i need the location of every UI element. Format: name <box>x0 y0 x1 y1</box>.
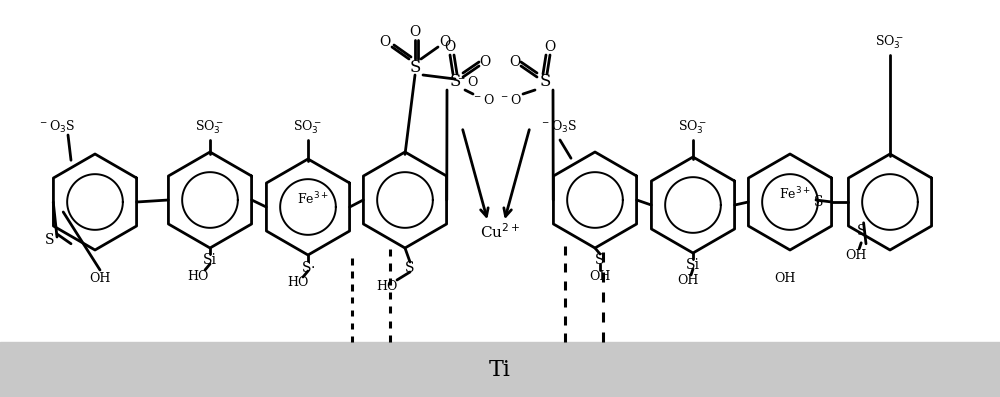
Text: OH: OH <box>677 274 699 287</box>
Text: O: O <box>444 40 456 54</box>
Text: O: O <box>379 35 391 49</box>
Text: O: O <box>439 35 451 49</box>
Text: SO$_3^-$: SO$_3^-$ <box>195 118 225 136</box>
Text: S: S <box>856 224 866 238</box>
Text: Fe$^{3+}$: Fe$^{3+}$ <box>297 191 329 207</box>
Text: HO: HO <box>187 270 209 283</box>
Text: OH: OH <box>589 270 611 283</box>
Bar <box>0 342 1000 397</box>
Text: O: O <box>544 40 556 54</box>
Text: S: S <box>405 261 415 275</box>
Text: S: S <box>814 195 824 209</box>
Text: S: S <box>539 73 551 91</box>
Text: $^-$O: $^-$O <box>472 93 494 107</box>
Text: O: O <box>479 55 491 69</box>
Text: SO$_3^-$: SO$_3^-$ <box>293 118 323 136</box>
Text: SO$_3^-$: SO$_3^-$ <box>875 33 905 51</box>
Text: Ti: Ti <box>489 359 511 381</box>
Text: SO$_3^-$: SO$_3^-$ <box>678 118 708 136</box>
Text: Si: Si <box>686 258 700 272</box>
Text: OH: OH <box>774 272 796 285</box>
Text: O: O <box>509 55 521 69</box>
Text: Si: Si <box>203 253 217 267</box>
Text: Fe$^{3+}$: Fe$^{3+}$ <box>779 186 811 202</box>
Text: HO: HO <box>287 276 309 289</box>
Text: $^-$O: $^-$O <box>456 75 478 89</box>
Text: $^-$O$_3$S: $^-$O$_3$S <box>38 119 75 135</box>
Text: OH: OH <box>89 272 111 285</box>
Text: HO: HO <box>376 279 398 293</box>
Text: S: S <box>449 73 461 91</box>
Text: S$\cdot$: S$\cdot$ <box>301 260 315 274</box>
Text: $^-$O$_3$S: $^-$O$_3$S <box>540 119 577 135</box>
Text: S: S <box>45 233 55 247</box>
Text: O: O <box>409 25 421 39</box>
Text: Cu$^{2+}$: Cu$^{2+}$ <box>480 223 520 241</box>
Text: S: S <box>409 58 421 75</box>
Text: S: S <box>595 253 605 267</box>
Text: $^-$O: $^-$O <box>499 93 521 107</box>
Text: OH: OH <box>846 249 867 262</box>
